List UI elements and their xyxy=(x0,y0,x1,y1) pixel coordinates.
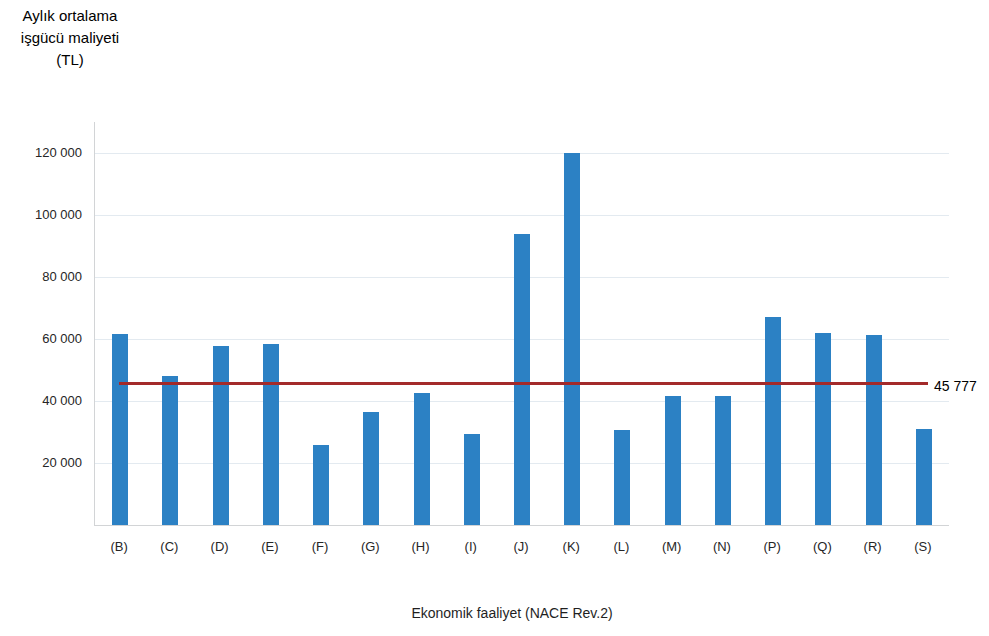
average-line-label: 45 777 xyxy=(934,377,977,395)
y-tick-label: 20 000 xyxy=(0,454,82,472)
bar-R xyxy=(866,335,882,525)
bar-L xyxy=(614,430,630,525)
x-tick-label: (I) xyxy=(446,539,496,555)
y-axis-title-line1: Aylık ortalama xyxy=(10,5,130,27)
y-tick-label: 40 000 xyxy=(0,392,82,410)
x-tick-label: (D) xyxy=(195,539,245,555)
x-tick-label: (H) xyxy=(396,539,446,555)
y-tick-label: 120 000 xyxy=(0,144,82,162)
bar-M xyxy=(665,396,681,525)
bar-K xyxy=(564,153,580,525)
x-tick-label: (R) xyxy=(848,539,898,555)
average-reference-line xyxy=(119,382,928,385)
x-tick-label: (K) xyxy=(546,539,596,555)
x-tick-label: (Q) xyxy=(797,539,847,555)
bar-H xyxy=(414,393,430,525)
x-tick-label: (L) xyxy=(596,539,646,555)
x-tick-label: (N) xyxy=(697,539,747,555)
y-axis-title-line3: (TL) xyxy=(10,49,130,71)
bar-N xyxy=(715,396,731,525)
x-tick-label: (E) xyxy=(245,539,295,555)
y-tick-label: 100 000 xyxy=(0,206,82,224)
bar-P xyxy=(765,317,781,525)
bar-E xyxy=(263,344,279,525)
bar-I xyxy=(464,434,480,525)
bar-F xyxy=(313,445,329,525)
x-tick-label: (C) xyxy=(144,539,194,555)
bar-C xyxy=(162,376,178,525)
x-tick-label: (P) xyxy=(747,539,797,555)
x-tick-label: (M) xyxy=(647,539,697,555)
x-tick-label: (F) xyxy=(295,539,345,555)
bar-J xyxy=(514,234,530,525)
gridline-100000 xyxy=(95,215,949,216)
x-tick-label: (B) xyxy=(94,539,144,555)
x-tick-label: (S) xyxy=(898,539,948,555)
plot-area xyxy=(94,122,949,526)
x-axis-title: Ekonomik faaliyet (NACE Rev.2) xyxy=(85,605,939,621)
gridline-120000 xyxy=(95,153,949,154)
x-tick-label: (G) xyxy=(345,539,395,555)
bar-G xyxy=(363,412,379,525)
bar-S xyxy=(916,429,932,525)
bar-Q xyxy=(815,333,831,525)
labor-cost-bar-chart: Aylık ortalama işgücü maliyeti (TL) 20 0… xyxy=(0,0,989,636)
y-axis-title: Aylık ortalama işgücü maliyeti (TL) xyxy=(10,5,130,71)
bar-D xyxy=(213,346,229,525)
bar-B xyxy=(112,334,128,525)
y-tick-label: 80 000 xyxy=(0,268,82,286)
x-tick-label: (J) xyxy=(496,539,546,555)
y-axis-title-line2: işgücü maliyeti xyxy=(10,27,130,49)
y-tick-label: 60 000 xyxy=(0,330,82,348)
